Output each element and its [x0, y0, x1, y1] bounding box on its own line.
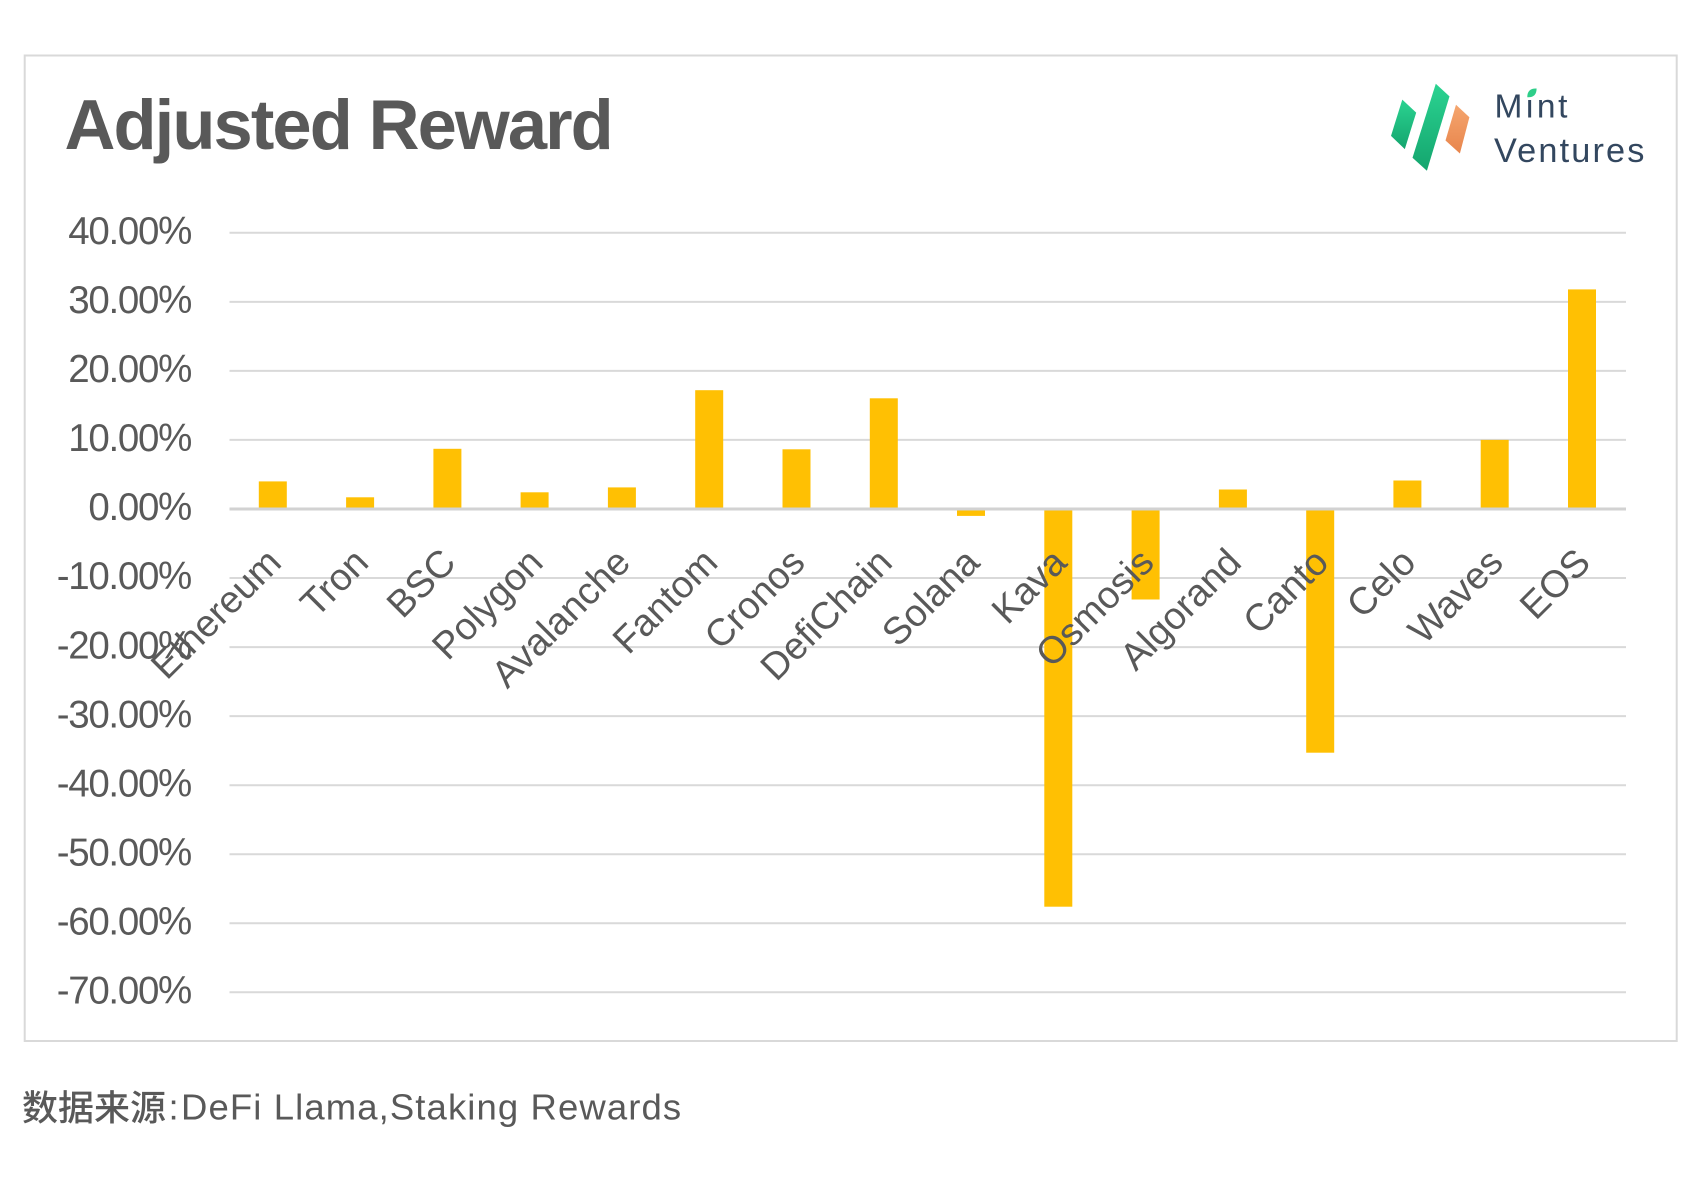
svg-text:-20.00%: -20.00% [57, 624, 191, 667]
svg-text::: : [169, 1087, 179, 1128]
svg-text:10.00%: 10.00% [68, 417, 191, 460]
svg-text:20.00%: 20.00% [68, 348, 191, 391]
svg-text:-70.00%: -70.00% [57, 970, 191, 1013]
svg-text:30.00%: 30.00% [68, 279, 191, 322]
svg-text:Tron: Tron [293, 541, 377, 625]
svg-text:0.00%: 0.00% [88, 486, 191, 529]
svg-text:-10.00%: -10.00% [57, 555, 191, 598]
svg-text:-40.00%: -40.00% [57, 762, 191, 805]
svg-text:Solana: Solana [874, 541, 988, 655]
svg-text:EOS: EOS [1512, 541, 1598, 627]
svg-text:DeFi Llama,Staking Rewards: DeFi Llama,Staking Rewards [181, 1087, 682, 1128]
svg-text:-60.00%: -60.00% [57, 901, 191, 944]
svg-text:Waves: Waves [1401, 541, 1512, 652]
svg-text:Adjusted Reward: Adjusted Reward [65, 85, 612, 164]
svg-text:-50.00%: -50.00% [57, 832, 191, 875]
svg-text:Ventures: Ventures [1494, 132, 1647, 170]
svg-text:-30.00%: -30.00% [57, 693, 191, 736]
svg-text:40.00%: 40.00% [68, 210, 191, 253]
